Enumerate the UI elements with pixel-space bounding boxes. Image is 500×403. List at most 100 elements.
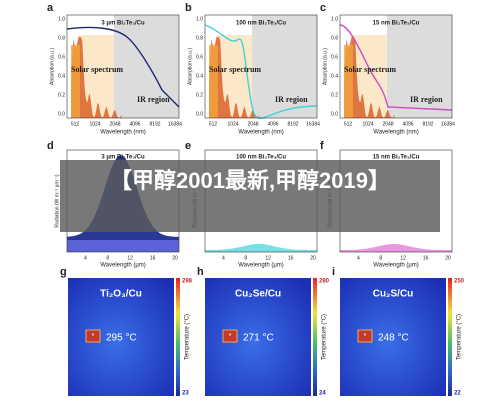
y-axis-label: Absorption (a.u.) — [322, 48, 328, 85]
plot-frame — [204, 14, 318, 119]
colorbar — [448, 278, 452, 396]
x-tick-label: 20 — [310, 255, 316, 261]
x-tick-label: 8 — [106, 255, 109, 261]
y-tick-label: 1.0 — [58, 16, 65, 22]
colorbar-max: 250 — [454, 279, 465, 285]
x-tick-label: 12 — [265, 255, 271, 261]
x-tick-label: 1024 — [362, 121, 373, 127]
hot-marker: * — [92, 333, 95, 340]
radiation-area — [205, 244, 317, 252]
x-tick-label: 512 — [344, 121, 353, 127]
x-tick-label: 1024 — [227, 121, 238, 127]
temperature-label: 295 °C — [106, 333, 137, 344]
colorbar-label: Temperature (°C) — [185, 314, 191, 360]
x-axis-label: Wavelength (μm) — [373, 263, 419, 269]
x-tick-label: 2048 — [109, 121, 120, 127]
x-tick-label: 8 — [379, 255, 382, 261]
banner: 【甲醇2001最新,甲醇2019】 — [60, 160, 440, 232]
hot-marker: * — [229, 333, 232, 340]
x-tick-label: 16 — [150, 255, 156, 261]
solar-orange — [344, 45, 353, 118]
y-tick-label: 0.2 — [196, 92, 203, 98]
x-tick-label: 16 — [288, 255, 294, 261]
y-tick-label: 0.8 — [331, 35, 338, 41]
y-tick-label: 0.4 — [331, 73, 338, 79]
x-tick-label: 8 — [244, 255, 247, 261]
y-tick-label: 0.4 — [196, 73, 203, 79]
y-tick-label: 0.8 — [196, 35, 203, 41]
panel-letter: g — [60, 266, 67, 278]
ir-label: IR region — [410, 95, 443, 104]
x-tick-label: 4 — [84, 255, 87, 261]
plot-frame — [66, 14, 180, 119]
absorption-curve — [204, 24, 318, 119]
panel-title: 100 nm Bi₂Te₃/Cu — [236, 21, 286, 27]
x-tick-label: 8192 — [422, 121, 433, 127]
y-tick-label: 1.0 — [331, 16, 338, 22]
x-axis-label: Wavelength (nm) — [373, 130, 418, 136]
material-label: Cu₂Se/Cu — [235, 289, 281, 300]
x-tick-label: 20 — [172, 255, 178, 261]
radiation-area — [340, 244, 452, 252]
radiation-base — [67, 240, 179, 252]
solar-label: Solar spectrum — [344, 65, 396, 74]
x-tick-label: 8192 — [287, 121, 298, 127]
x-tick-label: 4096 — [267, 121, 278, 127]
colorbar-min: 22 — [454, 391, 461, 397]
x-axis-label: Wavelength (μm) — [238, 263, 284, 269]
x-tick-label: 8192 — [149, 121, 160, 127]
x-tick-label: 512 — [209, 121, 218, 127]
colorbar — [176, 278, 180, 396]
y-tick-label: 0.2 — [58, 92, 65, 98]
panel-title: 3 μm Bi₂Te₃/Cu — [101, 155, 145, 161]
ir-region — [387, 15, 452, 118]
ir-region — [252, 15, 317, 118]
x-tick-label: 512 — [71, 121, 80, 127]
panel-letter: e — [185, 140, 191, 152]
panel-title: 15 nm Bi₂Te₃/Cu — [373, 21, 420, 27]
x-tick-label: 12 — [127, 255, 133, 261]
x-tick-label: 16384 — [306, 121, 320, 127]
panel-letter: c — [320, 2, 326, 14]
temperature-label: 271 °C — [243, 333, 274, 344]
y-axis-label: Absorption (a.u.) — [49, 48, 55, 85]
x-tick-label: 1024 — [89, 121, 100, 127]
x-tick-label: 16384 — [168, 121, 182, 127]
hot-sample — [85, 329, 101, 343]
colorbar-max: 298 — [182, 279, 193, 285]
x-axis-label: Wavelength (nm) — [100, 130, 145, 136]
y-axis-label: Radiation (W m⁻² μm⁻¹) — [54, 174, 60, 227]
hot-sample — [222, 329, 238, 343]
x-tick-label: 2048 — [382, 121, 393, 127]
y-tick-label: 0.6 — [196, 54, 203, 60]
y-tick-label: 0.0 — [58, 111, 65, 117]
solar-orange — [209, 45, 218, 118]
x-axis-label: Wavelength (nm) — [238, 130, 283, 136]
colorbar-max: 280 — [319, 279, 330, 285]
hot-sample — [357, 329, 373, 343]
temperature-label: 248 °C — [378, 333, 409, 344]
x-tick-label: 16384 — [441, 121, 455, 127]
panel-title: 3 μm Bi₂Te₃/Cu — [101, 21, 145, 27]
y-tick-label: 0.0 — [196, 111, 203, 117]
x-tick-label: 4 — [357, 255, 360, 261]
ir-region — [114, 15, 179, 118]
colorbar-min: 23 — [182, 391, 189, 397]
plot-frame — [339, 14, 453, 119]
panel-letter: a — [47, 2, 54, 14]
ir-label: IR region — [275, 95, 308, 104]
colorbar-label: Temperature (°C) — [457, 314, 463, 360]
y-tick-label: 0.6 — [331, 54, 338, 60]
solar-spectrum — [71, 37, 122, 118]
panel-letter: d — [47, 140, 54, 152]
material-label: Cu₂S/Cu — [373, 289, 414, 300]
x-tick-label: 20 — [445, 255, 451, 261]
y-axis-label: Absorption (a.u.) — [187, 48, 193, 85]
colorbar-min: 24 — [319, 391, 326, 397]
absorption-curve — [66, 26, 180, 108]
x-tick-label: 4096 — [402, 121, 413, 127]
ir-label: IR region — [137, 95, 170, 104]
panel-letter: i — [332, 266, 335, 278]
material-label: Ti₂O₃/Cu — [100, 289, 142, 300]
